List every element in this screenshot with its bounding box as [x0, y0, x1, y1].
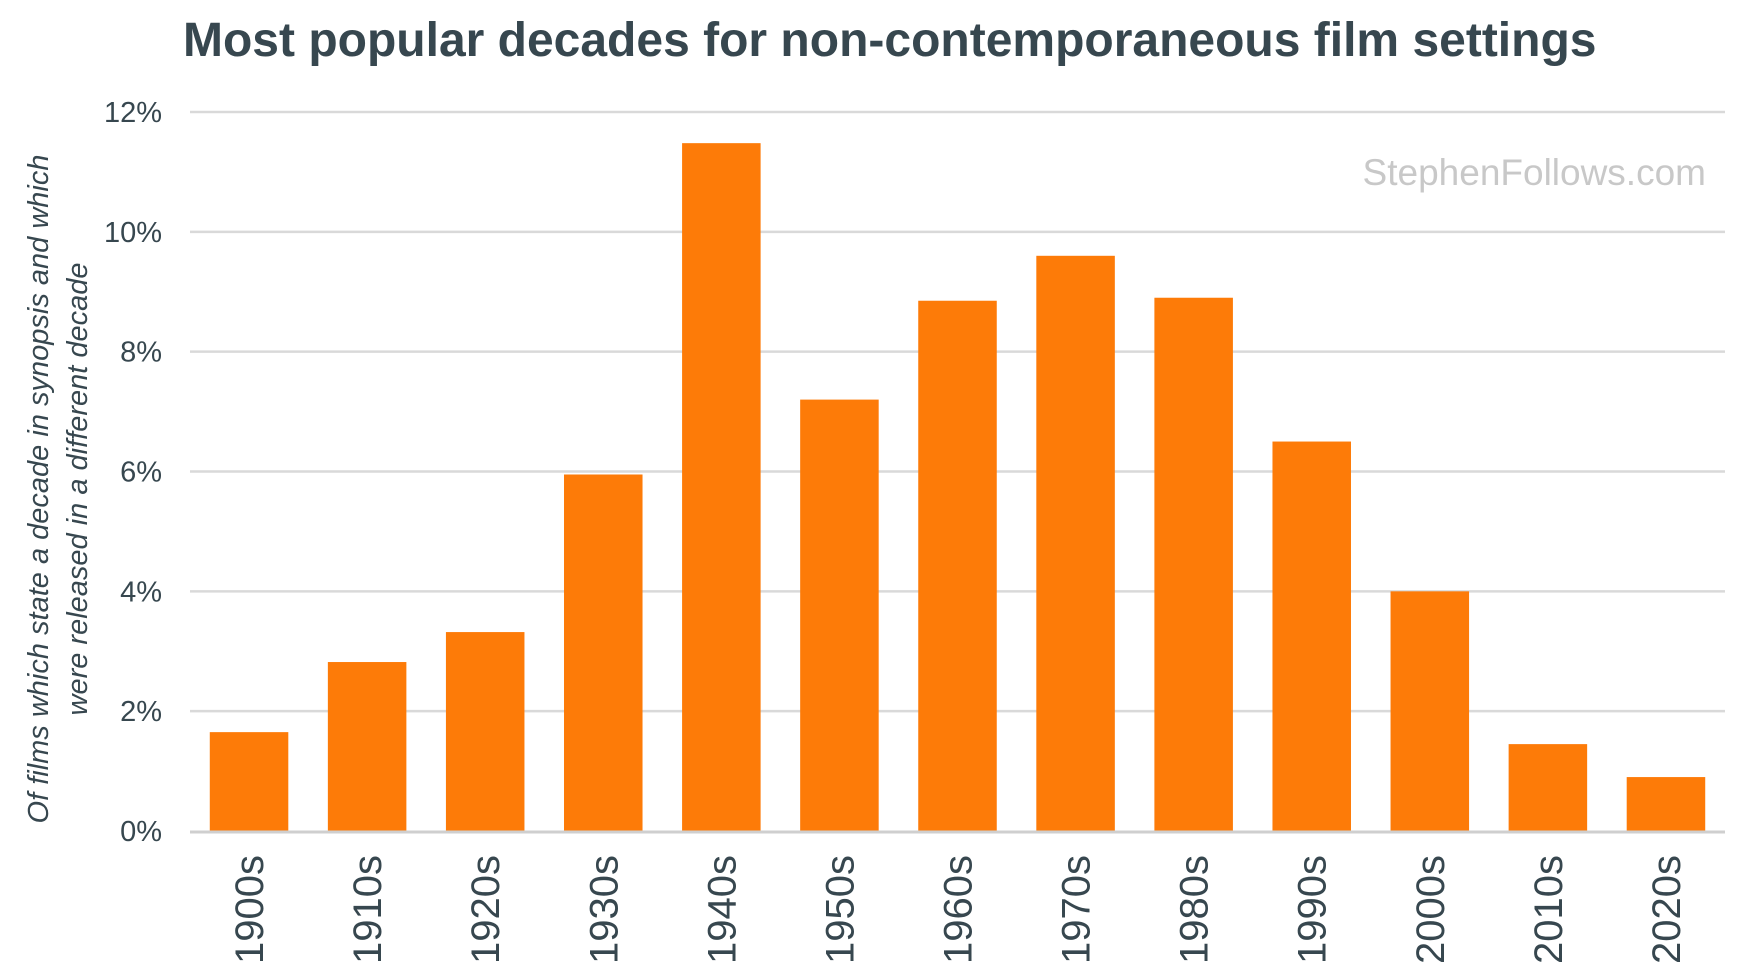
y-axis-label-line-2: were released in a different decade	[62, 262, 94, 715]
x-tick-label: 1970s	[1055, 855, 1099, 964]
bar-1910s	[327, 662, 407, 831]
bar-1980s	[1154, 297, 1233, 831]
x-tick-label: 1960s	[937, 855, 981, 964]
y-axis-ticks: 0% 2% 4% 6% 8% 10% 12%	[104, 97, 162, 848]
bar-1920s	[445, 632, 525, 831]
y-tick-label: 6%	[120, 457, 162, 489]
bars	[209, 143, 1706, 832]
bar-1990s	[1272, 441, 1351, 831]
y-tick-label: 12%	[104, 97, 162, 129]
bar-2020s	[1626, 777, 1706, 831]
chart-title: Most popular decades for non-contemporan…	[183, 14, 1596, 67]
bar-1900s	[209, 732, 289, 831]
bar-1950s	[800, 399, 879, 831]
y-tick-label: 8%	[120, 337, 162, 369]
y-tick-label: 4%	[120, 576, 162, 608]
x-tick-label: 1950s	[818, 855, 862, 964]
x-tick-label: 1910s	[346, 855, 390, 964]
x-tick-label: 2000s	[1409, 855, 1453, 964]
bar-1960s	[918, 300, 997, 831]
y-tick-label: 10%	[104, 217, 162, 249]
x-tick-label: 1990s	[1291, 855, 1335, 964]
x-tick-label: 2020s	[1645, 855, 1689, 964]
y-axis-label-line-1: Of films which state a decade in synopsi…	[23, 155, 55, 824]
bar-1930s	[564, 474, 643, 831]
bar-1940s	[682, 143, 761, 831]
x-tick-label: 1980s	[1173, 855, 1217, 964]
x-tick-label: 2010s	[1527, 855, 1571, 964]
watermark: StephenFollows.com	[1363, 152, 1706, 193]
bar-2000s	[1390, 591, 1470, 831]
y-axis-label: Of films which state a decade in synopsi…	[23, 155, 94, 824]
bar-1970s	[1036, 255, 1115, 832]
y-tick-label: 0%	[120, 816, 162, 848]
bar-2010s	[1508, 744, 1588, 831]
x-tick-label: 1920s	[464, 855, 508, 964]
x-tick-label: 1940s	[700, 855, 744, 964]
x-axis-labels: 1900s 1910s 1920s 1930s 1940s 1950s 1960s 1970s…	[228, 855, 1689, 964]
x-tick-label: 1930s	[582, 855, 626, 964]
x-tick-label: 1900s	[228, 855, 272, 964]
y-tick-label: 2%	[120, 696, 162, 728]
